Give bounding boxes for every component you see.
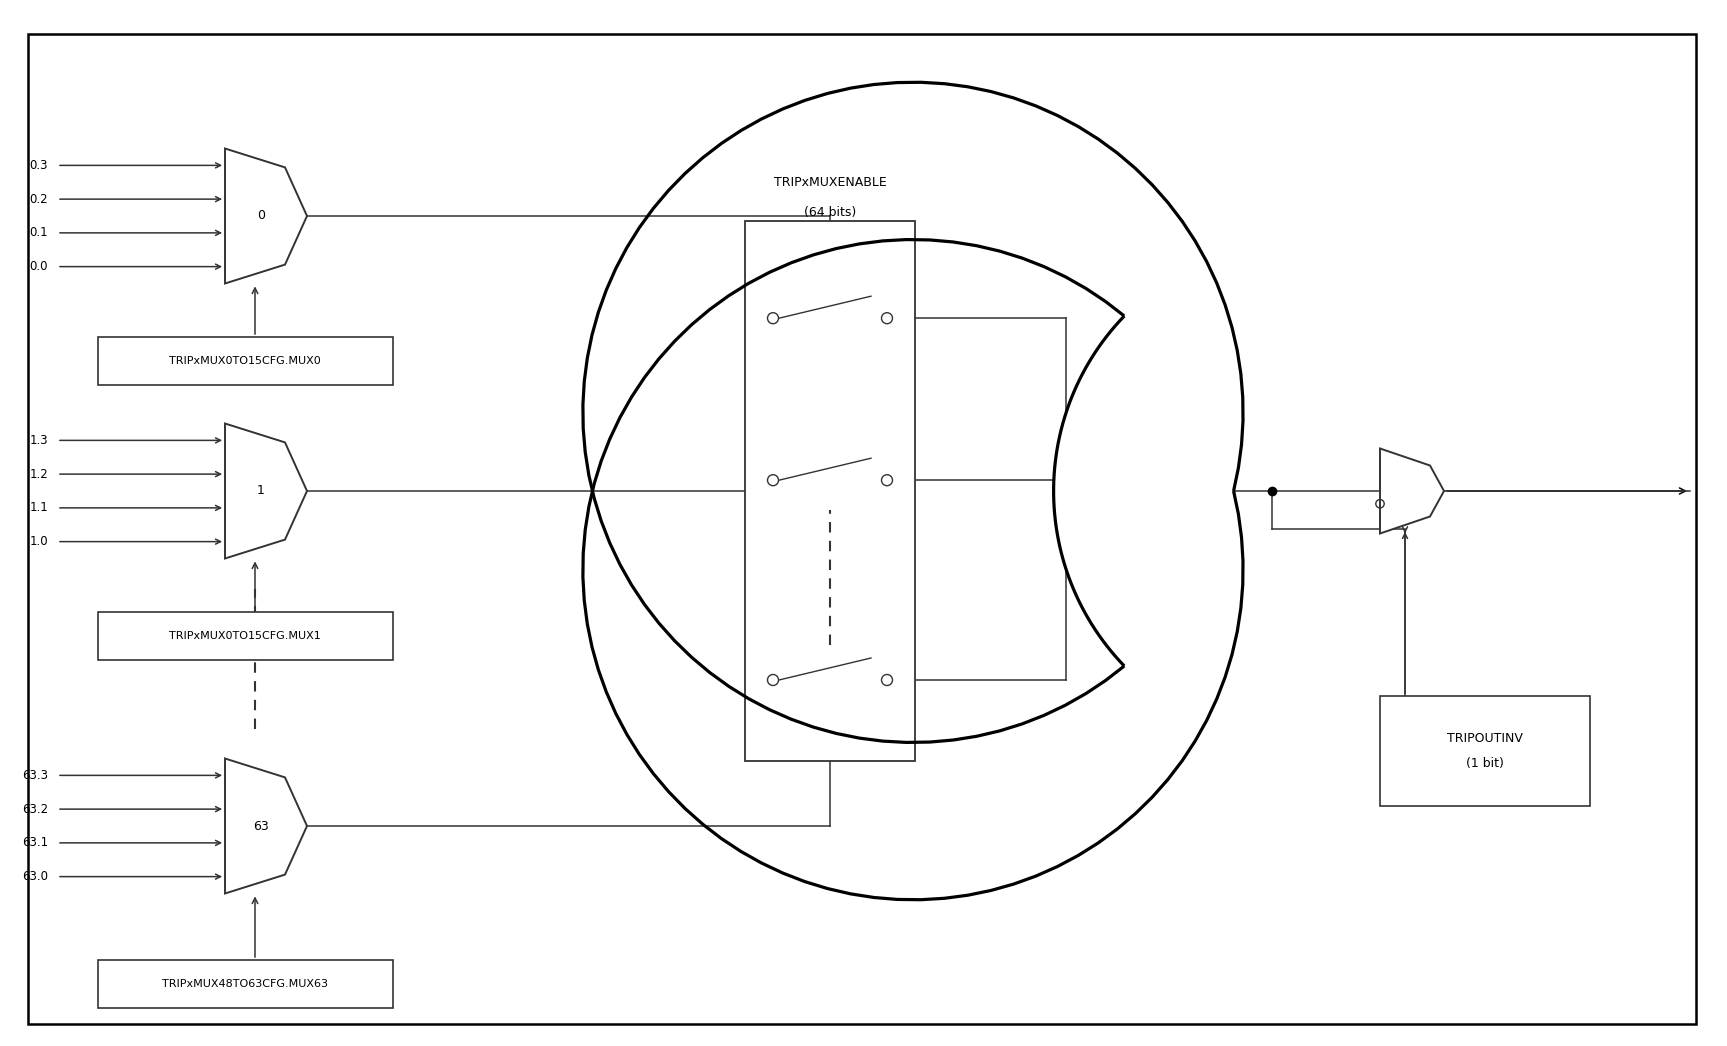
Text: 0.3: 0.3 bbox=[29, 159, 48, 172]
Text: 1.2: 1.2 bbox=[29, 468, 48, 480]
Text: (1 bit): (1 bit) bbox=[1466, 757, 1504, 771]
Text: TRIPxMUXENABLE: TRIPxMUXENABLE bbox=[774, 176, 886, 189]
Polygon shape bbox=[225, 424, 307, 559]
Polygon shape bbox=[1380, 449, 1444, 533]
Text: 63: 63 bbox=[254, 819, 269, 833]
Text: 0.0: 0.0 bbox=[29, 260, 48, 273]
Text: 1.3: 1.3 bbox=[29, 434, 48, 447]
Polygon shape bbox=[225, 758, 307, 893]
Text: 63.3: 63.3 bbox=[22, 769, 48, 781]
Text: 63.0: 63.0 bbox=[22, 870, 48, 883]
Text: 0: 0 bbox=[257, 209, 264, 223]
Text: TRIPxMUX0TO15CFG.MUX1: TRIPxMUX0TO15CFG.MUX1 bbox=[169, 631, 321, 641]
Polygon shape bbox=[225, 149, 307, 283]
Bar bbox=[1380, 696, 1591, 806]
Text: 0.1: 0.1 bbox=[29, 226, 48, 240]
Text: TRIPxMUX0TO15CFG.MUX0: TRIPxMUX0TO15CFG.MUX0 bbox=[169, 356, 321, 366]
Bar bbox=[97, 612, 392, 660]
Text: TRIPxMUX48TO63CFG.MUX63: TRIPxMUX48TO63CFG.MUX63 bbox=[162, 979, 328, 990]
Text: 1: 1 bbox=[257, 484, 264, 498]
Bar bbox=[744, 221, 915, 761]
Text: (64 bits): (64 bits) bbox=[803, 206, 857, 219]
Text: 1.1: 1.1 bbox=[29, 501, 48, 515]
Bar bbox=[97, 337, 392, 385]
Text: 1.0: 1.0 bbox=[29, 536, 48, 548]
Text: 63.1: 63.1 bbox=[22, 837, 48, 849]
Text: 63.2: 63.2 bbox=[22, 802, 48, 816]
Bar bbox=[97, 960, 392, 1008]
Text: TRIPOUTINV: TRIPOUTINV bbox=[1447, 731, 1523, 745]
Text: 0.2: 0.2 bbox=[29, 192, 48, 206]
